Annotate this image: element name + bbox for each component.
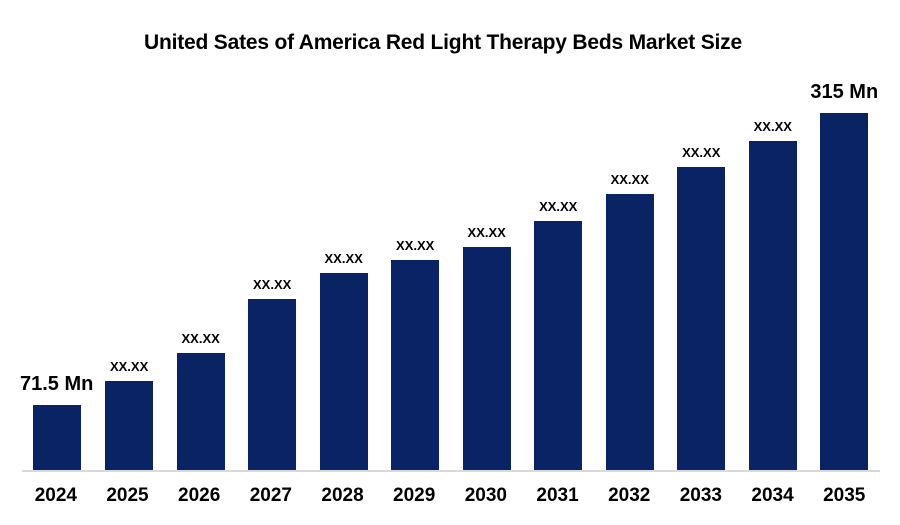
bar-column-2031: XX.XX — [522, 0, 594, 470]
bar-2034 — [748, 141, 797, 470]
x-axis-label-cell-2025: 2025 — [92, 485, 164, 507]
x-axis-label-2034: 2034 — [751, 485, 794, 506]
bar-value-label-2030: XX.XX — [467, 225, 506, 240]
bar-column-2025: XX.XX — [93, 0, 165, 470]
x-axis-label-cell-2031: 2031 — [522, 485, 594, 507]
x-axis-label-2031: 2031 — [536, 485, 579, 506]
x-axis-label-2029: 2029 — [393, 485, 436, 506]
x-axis-label-2026: 2026 — [178, 485, 221, 506]
bar-column-2028: XX.XX — [308, 0, 380, 470]
x-axis-label-cell-2027: 2027 — [235, 485, 307, 507]
bar-value-label-2029: XX.XX — [396, 238, 435, 253]
bar-2031 — [534, 221, 583, 470]
x-axis-label-cell-2033: 2033 — [665, 485, 737, 507]
bar-value-label-2027: XX.XX — [253, 277, 292, 292]
x-axis-label-2024: 2024 — [34, 485, 77, 506]
bar-value-label-2024: 71.5 Mn — [20, 373, 94, 395]
x-axis-label-2027: 2027 — [249, 485, 292, 506]
bar-value-label-2031: XX.XX — [539, 199, 578, 214]
bar-value-label-2032: XX.XX — [610, 172, 649, 187]
bar-column-2035: 315 Mn — [809, 0, 881, 470]
x-axis-label-cell-2035: 2035 — [808, 485, 880, 507]
x-axis-label-2028: 2028 — [321, 485, 364, 506]
bar-value-label-2025: XX.XX — [109, 359, 149, 374]
bar-column-2027: XX.XX — [236, 0, 308, 470]
bar-2033 — [677, 167, 726, 470]
x-axis-label-2025: 2025 — [106, 485, 149, 506]
x-axis-label-cell-2032: 2032 — [593, 485, 665, 507]
bar-2028 — [319, 273, 368, 470]
bar-column-2026: XX.XX — [165, 0, 237, 470]
bar-2029 — [391, 260, 440, 470]
chart-title: United Sates of America Red Light Therap… — [144, 31, 742, 54]
x-axis-label-cell-2026: 2026 — [163, 485, 235, 507]
x-axis-label-cell-2028: 2028 — [307, 485, 379, 507]
bar-column-2030: XX.XX — [451, 0, 523, 470]
x-axis-label-cell-2024: 2024 — [20, 485, 92, 507]
bar-2035 — [820, 113, 869, 470]
bar-column-2033: XX.XX — [665, 0, 737, 470]
x-axis-label-2032: 2032 — [608, 485, 651, 506]
bar-2025 — [105, 381, 154, 470]
bar-2027 — [248, 299, 297, 470]
bar-2032 — [605, 194, 654, 470]
x-axis-line — [22, 470, 880, 472]
bars-row: 71.5 Mn XX.XX XX.XX XX.XX XX.XX XX.XX XX.XX XX.… — [20, 0, 880, 470]
x-axis-label-cell-2034: 2034 — [737, 485, 809, 507]
bar-value-label-2035: 315 Mn — [810, 81, 879, 103]
bar-column-2029: XX.XX — [379, 0, 451, 470]
bar-2026 — [176, 353, 225, 470]
bar-value-label-2026: XX.XX — [181, 331, 220, 346]
bar-column-2034: XX.XX — [737, 0, 809, 470]
bar-column-2032: XX.XX — [594, 0, 666, 470]
x-axis-label-cell-2029: 2029 — [378, 485, 450, 507]
bar-value-label-2028: XX.XX — [324, 251, 363, 266]
bar-2030 — [462, 247, 511, 470]
x-axis-label-2035: 2035 — [823, 485, 866, 506]
x-axis-label-2030: 2030 — [464, 485, 507, 506]
bar-value-label-2033: XX.XX — [682, 145, 721, 160]
x-axis-labels: 2024 2025 2026 2027 2028 2029 2030 2031 2032 2033… — [20, 485, 880, 507]
x-axis-label-2033: 2033 — [679, 485, 723, 506]
bar-2024 — [32, 405, 81, 470]
bar-column-2024: 71.5 Mn — [20, 0, 93, 470]
bar-value-label-2034: XX.XX — [753, 119, 792, 134]
x-axis-label-cell-2030: 2030 — [450, 485, 522, 507]
